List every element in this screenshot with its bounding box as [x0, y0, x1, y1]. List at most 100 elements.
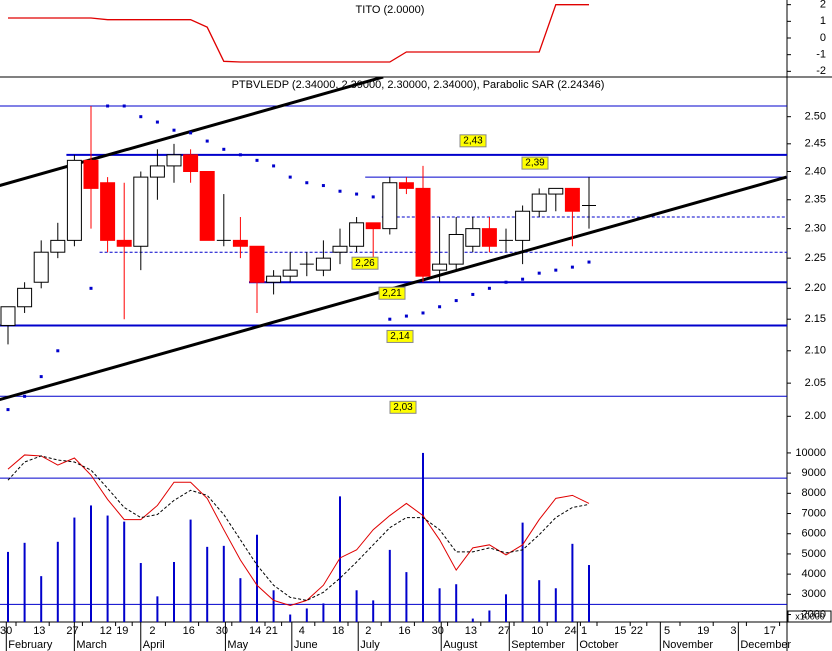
candle-body	[481, 228, 497, 247]
volume-bar	[139, 563, 142, 622]
trend-line	[0, 77, 384, 188]
x-tick-label: 13	[33, 625, 45, 637]
sar-dot	[454, 299, 458, 303]
candle-body	[315, 257, 331, 271]
candle-body	[365, 222, 381, 230]
candle-body	[83, 159, 99, 189]
y-tick-label: 2.45	[805, 138, 826, 150]
sar-dot	[570, 265, 574, 269]
volume-bar	[206, 546, 209, 622]
sar-dot	[89, 286, 93, 290]
x-tick-label: 16	[183, 625, 195, 637]
level-label: 2,43	[463, 135, 483, 146]
volume-bar	[256, 534, 258, 622]
level-label-box	[386, 329, 414, 343]
volume-bar	[90, 505, 92, 622]
y-tick-label: 3000	[802, 588, 826, 600]
x-tick-label: 19	[116, 625, 128, 637]
volume-bar	[239, 578, 242, 622]
tito-line	[8, 4, 589, 63]
month-label: April	[143, 639, 165, 651]
sar-dot	[205, 139, 209, 143]
x-tick-label: 30	[216, 625, 228, 637]
volume-line	[7, 455, 590, 601]
sar-dot	[338, 189, 342, 193]
month-label: July	[360, 639, 380, 651]
y-tick-label: 2000	[802, 608, 826, 620]
volume-bar	[471, 618, 474, 622]
x-tick-label: 4	[299, 625, 305, 637]
x-tick-label: 21	[266, 625, 278, 637]
candle-body	[332, 245, 348, 253]
month-label: March	[76, 639, 107, 651]
x-tick-label: 2	[149, 625, 155, 637]
sar-dot	[521, 277, 525, 281]
volume-bar	[405, 572, 408, 622]
volume-bar	[388, 549, 391, 622]
y-tick-label: 2.05	[805, 377, 826, 389]
level-label: 2,03	[393, 402, 413, 413]
volume-line	[7, 454, 590, 606]
candle-body	[149, 165, 165, 178]
sar-dot	[6, 408, 10, 412]
candle-body	[382, 182, 398, 230]
volume-bar	[521, 522, 524, 622]
sar-dot	[355, 192, 359, 196]
candle-body	[66, 159, 82, 241]
sar-dot	[421, 311, 425, 315]
sar-dot	[255, 158, 259, 162]
level-label: 2,39	[525, 158, 545, 169]
volume-bar	[505, 594, 507, 622]
candle-body	[50, 239, 66, 253]
candle-body	[349, 222, 365, 247]
candle-body	[531, 193, 547, 212]
sar-dot	[504, 280, 508, 284]
volume-bar	[56, 541, 59, 622]
volume-bar	[272, 590, 275, 622]
candle-body	[548, 187, 564, 195]
volume-bar	[372, 600, 375, 622]
volume-bar	[40, 576, 43, 622]
sar-dot	[172, 128, 176, 132]
y-tick-label: 2.40	[805, 165, 826, 177]
volume-bar	[588, 565, 590, 622]
y-tick-label: 2.15	[805, 313, 826, 325]
tito-title: TITO (2.0000)	[356, 4, 425, 16]
month-label: November	[662, 639, 713, 651]
candle-body	[398, 182, 414, 189]
x-tick-label: 19	[697, 625, 709, 637]
price-title: PTBVLEDP (2.34000, 2.39000, 2.30000, 2.3…	[232, 79, 605, 91]
candle-body	[133, 176, 149, 247]
x-tick-label: 16	[398, 625, 410, 637]
candle-body	[415, 187, 431, 277]
volume-bar	[422, 452, 424, 622]
level-label-box	[351, 256, 379, 270]
y-tick-label: 5000	[802, 548, 826, 560]
candle-body	[183, 154, 199, 172]
candle-body	[33, 251, 49, 283]
sar-dot	[106, 104, 110, 108]
volume-bar	[7, 551, 9, 622]
y-tick-label: 6000	[802, 528, 826, 540]
y-tick-label: 2.50	[805, 111, 826, 123]
sar-dot	[537, 271, 541, 275]
x-tick-label: 10	[531, 625, 543, 637]
y-tick-label: 1	[820, 15, 826, 27]
level-label: 2,14	[390, 331, 410, 342]
volume-bar	[23, 542, 26, 622]
volume-bar	[571, 543, 574, 622]
volume-bar	[173, 562, 175, 622]
volume-bar	[455, 584, 458, 622]
volume-bar	[322, 603, 325, 622]
candle-body	[448, 233, 464, 265]
sar-dot	[238, 153, 242, 157]
y-tick-label: 8000	[802, 487, 826, 499]
month-label: August	[443, 639, 477, 651]
x-tick-label: 2	[365, 625, 371, 637]
volume-bar	[73, 517, 76, 622]
y-tick-label: -2	[816, 65, 826, 77]
candle-body	[465, 228, 481, 247]
y-tick-label: 2.10	[805, 345, 826, 357]
y-tick-label: 4000	[802, 568, 826, 580]
y-tick-label: 2.20	[805, 282, 826, 294]
